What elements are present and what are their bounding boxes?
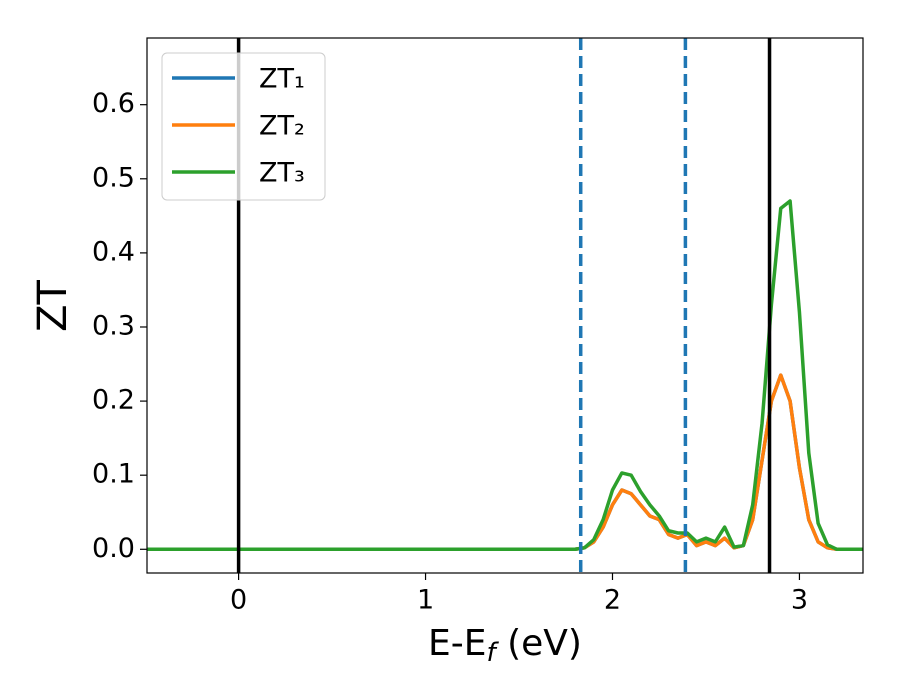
x-tick-label: 1 xyxy=(417,585,434,616)
legend-label: ZT₃ xyxy=(259,158,305,189)
y-tick-label: 0.0 xyxy=(92,533,135,564)
x-tick-label: 3 xyxy=(791,585,808,616)
y-tick-label: 0.4 xyxy=(92,236,135,267)
x-label-tail: (eV) xyxy=(496,623,582,664)
y-tick-label: 0.6 xyxy=(92,88,135,119)
y-tick-label: 0.5 xyxy=(92,162,135,193)
legend-label: ZT₂ xyxy=(259,111,305,142)
x-tick-label: 2 xyxy=(604,585,621,616)
x-label-text: E-E xyxy=(428,623,486,664)
axes-frame xyxy=(146,37,864,574)
legend-label: ZT₁ xyxy=(259,64,305,95)
plot-area xyxy=(147,38,863,573)
legend-box xyxy=(161,52,326,201)
y-tick-label: 0.1 xyxy=(92,459,135,490)
y-axis-label: ZT xyxy=(30,280,76,332)
x-axis-label: E-Ef (eV) xyxy=(428,623,582,668)
series-line xyxy=(147,373,863,552)
series-line xyxy=(147,373,863,552)
series-line xyxy=(147,199,863,552)
y-tick-label: 0.3 xyxy=(92,310,135,341)
x-tick-label: 0 xyxy=(230,585,247,616)
y-tick-label: 0.2 xyxy=(92,385,135,416)
